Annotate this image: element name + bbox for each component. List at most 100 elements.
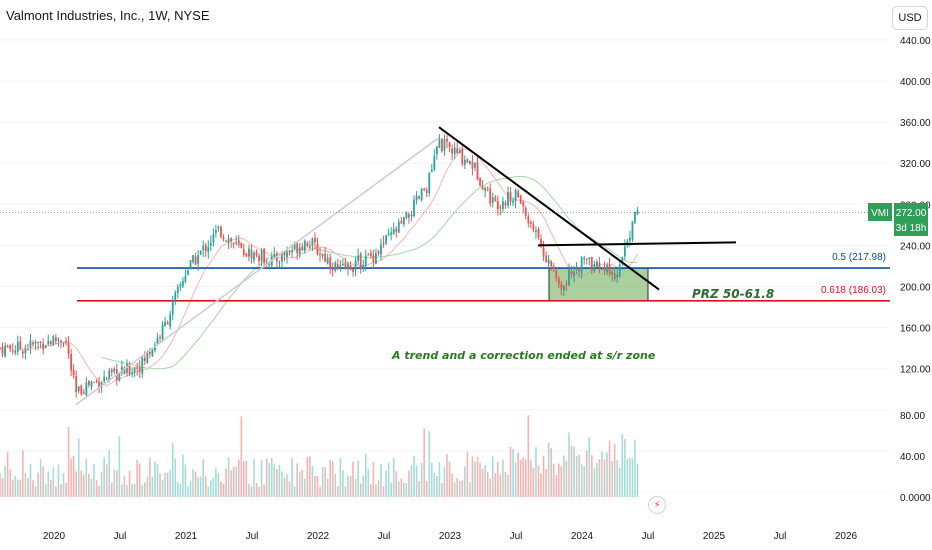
volume-bar — [88, 473, 90, 497]
candle-body — [319, 253, 321, 255]
volume-bar — [166, 472, 169, 497]
volume-bar — [631, 458, 634, 497]
time-axis[interactable]: 2020 Jul 2021 Jul 2022 Jul 2023 Jul 2024 Jul 2025 J… — [43, 531, 858, 542]
volume-bar — [85, 458, 88, 497]
volume-bar — [227, 457, 230, 497]
volume-bar — [72, 455, 75, 497]
candle-body — [618, 264, 621, 277]
volume-bar — [270, 458, 273, 497]
candle-body — [547, 259, 550, 264]
x-tick-label: 2022 — [307, 531, 330, 542]
candle-body — [154, 344, 156, 351]
ticker-tag-bg — [868, 203, 892, 221]
volume-bar — [9, 469, 11, 497]
candle-body — [390, 232, 393, 235]
candle-body — [16, 342, 19, 352]
volume-bar — [494, 473, 497, 497]
volume-bar — [530, 460, 532, 497]
volume-bar — [359, 483, 362, 497]
volume-bar — [545, 469, 547, 497]
candle-body — [342, 264, 344, 266]
candle-body — [509, 191, 512, 203]
candle-body — [611, 271, 614, 275]
candle-body — [98, 381, 100, 388]
volume-bar — [255, 482, 258, 497]
candle-body — [524, 207, 527, 216]
volume-bar — [192, 469, 194, 497]
volume-bar — [601, 451, 603, 497]
x-tick-label: 2021 — [175, 531, 198, 542]
candle-body — [184, 276, 187, 282]
candle-body — [616, 274, 619, 278]
candle-body — [80, 385, 83, 395]
volume-bar — [448, 461, 451, 497]
volume-bar — [461, 480, 464, 497]
candle-body — [329, 257, 332, 268]
candle-body — [148, 351, 151, 355]
volume-bar — [560, 466, 563, 497]
candle-body — [0, 347, 1, 349]
candle-body — [507, 191, 509, 206]
prz-label: PRZ 50-61.8 — [692, 287, 774, 301]
candle-body — [121, 366, 123, 373]
volume-bar — [278, 464, 281, 497]
candle-body — [555, 270, 558, 279]
candle-body — [469, 160, 471, 164]
candle-body — [428, 172, 431, 194]
volume-bar — [215, 468, 217, 497]
candle-body — [562, 285, 565, 291]
candle-body — [590, 256, 593, 271]
volume-bar — [0, 473, 1, 497]
candle-body — [197, 255, 200, 264]
candle-body — [202, 245, 205, 251]
volume-bar — [207, 486, 210, 497]
volume-bar — [194, 471, 197, 497]
candle-body — [321, 254, 324, 256]
candle-body — [377, 251, 380, 254]
candle-body — [425, 190, 428, 193]
candle-body — [456, 148, 459, 153]
volume-bar — [354, 478, 357, 497]
candle-body — [169, 314, 172, 327]
volume-bar — [507, 474, 509, 497]
volume-bar — [377, 480, 380, 497]
volume-bar — [133, 483, 136, 497]
candle-body — [476, 161, 479, 180]
volume-bar — [451, 473, 453, 497]
candle-body — [11, 350, 14, 352]
flash-icon[interactable]: ⚡ — [648, 496, 666, 514]
candle-body — [215, 230, 217, 233]
volume-bar — [34, 486, 37, 497]
volume-bar — [385, 470, 387, 497]
volume-bar — [110, 482, 113, 497]
volume-bar — [154, 461, 156, 497]
price-axis[interactable]: 440.00400.00360.00320.00280.00240.00200.… — [900, 36, 931, 504]
volume-bar — [524, 459, 527, 497]
candle-body — [453, 147, 456, 155]
volume-bar — [502, 459, 504, 497]
volume-bar — [182, 454, 184, 497]
volume-bar — [481, 468, 484, 497]
candle-body — [606, 265, 608, 273]
volume-bar — [522, 457, 525, 497]
volume-bar — [83, 474, 85, 497]
candle-body — [283, 252, 286, 256]
volume-bar — [423, 428, 425, 497]
volume-bar — [240, 416, 243, 497]
candle-body — [344, 262, 347, 270]
y-tick-label: 120.00 — [900, 365, 931, 376]
candle-body — [222, 237, 225, 239]
candle-body — [263, 248, 266, 263]
volume-bar — [344, 486, 347, 497]
currency-button[interactable]: USD — [892, 6, 928, 30]
volume-bar — [4, 466, 6, 497]
volume-bar — [260, 459, 263, 497]
volume-bar — [499, 474, 502, 497]
candle-body — [291, 250, 293, 253]
volume-bar — [486, 471, 489, 497]
candle-body — [545, 255, 547, 263]
candle-body — [32, 342, 34, 345]
volume-bar — [474, 461, 476, 497]
volume-bar — [583, 465, 585, 497]
